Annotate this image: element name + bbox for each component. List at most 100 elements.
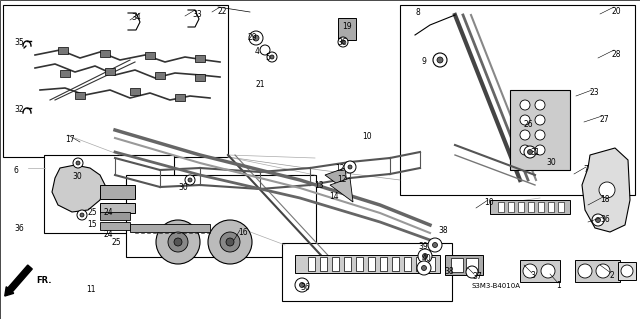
Circle shape (466, 266, 478, 278)
Text: 20: 20 (612, 7, 621, 16)
Text: 4: 4 (255, 47, 260, 56)
Polygon shape (582, 148, 630, 232)
Text: 9: 9 (422, 57, 427, 66)
Polygon shape (330, 178, 353, 202)
Text: S3M3-B4010A: S3M3-B4010A (472, 283, 521, 289)
Text: 40: 40 (422, 254, 432, 263)
Circle shape (338, 37, 348, 47)
Circle shape (535, 145, 545, 155)
Bar (332, 257, 339, 271)
Bar (126, 175, 316, 257)
Circle shape (260, 45, 270, 55)
Bar (195, 74, 205, 81)
Text: 25: 25 (87, 208, 97, 217)
Bar (548, 202, 554, 212)
Circle shape (592, 214, 604, 226)
Bar (428, 257, 435, 271)
Bar (404, 257, 411, 271)
Text: 38: 38 (444, 267, 454, 276)
Text: 15: 15 (87, 220, 97, 229)
Bar (282, 243, 452, 301)
Polygon shape (325, 168, 348, 192)
Text: 26: 26 (524, 120, 534, 129)
Circle shape (168, 232, 188, 252)
Circle shape (433, 242, 438, 248)
Text: 3: 3 (530, 271, 535, 280)
Circle shape (73, 158, 83, 168)
Text: 7: 7 (583, 165, 588, 174)
Circle shape (417, 261, 431, 275)
Text: 12: 12 (337, 175, 346, 184)
Circle shape (267, 52, 277, 62)
Bar (518, 202, 524, 212)
Text: 22: 22 (218, 7, 227, 16)
Text: 6: 6 (14, 166, 19, 175)
Text: 30: 30 (178, 183, 188, 192)
Circle shape (295, 278, 309, 292)
Bar (105, 68, 115, 75)
Bar (498, 202, 504, 212)
Text: FR.: FR. (36, 276, 51, 285)
Circle shape (341, 40, 345, 44)
Bar (3, 5, 228, 157)
Text: 27: 27 (599, 115, 609, 124)
Text: 36: 36 (600, 215, 610, 224)
Bar (392, 257, 399, 271)
Text: 23: 23 (590, 88, 600, 97)
Text: 10: 10 (484, 198, 493, 207)
Circle shape (76, 161, 80, 165)
Circle shape (220, 232, 240, 252)
Bar (295, 255, 440, 273)
Bar (538, 202, 544, 212)
Bar (195, 55, 205, 62)
Bar (100, 222, 130, 230)
Circle shape (520, 130, 530, 140)
Text: 38: 38 (438, 226, 447, 235)
Circle shape (535, 100, 545, 110)
Circle shape (621, 265, 633, 277)
Text: 11: 11 (86, 285, 95, 294)
Circle shape (578, 264, 592, 278)
Bar (528, 202, 534, 212)
Text: 31: 31 (530, 148, 540, 157)
Bar (380, 257, 387, 271)
Circle shape (535, 115, 545, 125)
Circle shape (348, 165, 352, 169)
Circle shape (226, 238, 234, 246)
Circle shape (185, 175, 195, 185)
Circle shape (523, 264, 537, 278)
Text: 16: 16 (238, 228, 248, 237)
Text: 36: 36 (14, 224, 24, 233)
Text: 29: 29 (248, 33, 258, 42)
Circle shape (418, 249, 432, 263)
Bar (416, 257, 423, 271)
Text: 1: 1 (556, 281, 561, 290)
Bar (44, 155, 174, 233)
Circle shape (433, 53, 447, 67)
Circle shape (520, 145, 530, 155)
Text: 17: 17 (65, 135, 75, 144)
Text: 36: 36 (300, 283, 310, 292)
Circle shape (520, 115, 530, 125)
Circle shape (188, 178, 192, 182)
Circle shape (599, 182, 615, 198)
Circle shape (437, 57, 443, 63)
Circle shape (300, 283, 305, 287)
Bar (100, 212, 130, 220)
Text: 18: 18 (600, 195, 609, 204)
Text: 14: 14 (329, 192, 339, 201)
Circle shape (80, 213, 84, 217)
Text: 28: 28 (612, 50, 621, 59)
Circle shape (208, 220, 252, 264)
Bar (338, 18, 356, 40)
Circle shape (344, 161, 356, 173)
Text: 35: 35 (14, 38, 24, 47)
Text: 8: 8 (416, 8, 420, 17)
Bar (100, 185, 135, 199)
Bar (618, 262, 636, 280)
FancyArrow shape (4, 265, 32, 296)
Text: 21: 21 (255, 80, 264, 89)
Text: 19: 19 (342, 22, 351, 31)
Bar (575, 260, 620, 282)
Text: 30: 30 (546, 158, 556, 167)
